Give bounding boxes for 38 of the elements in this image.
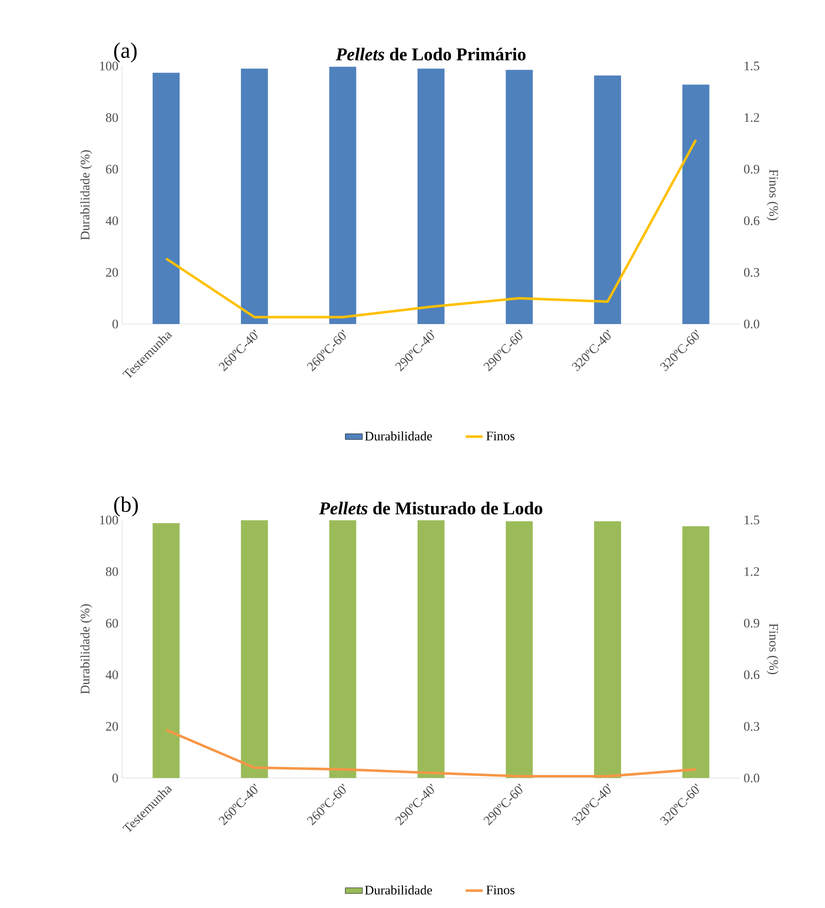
chart-title: Pellets de Lodo Primário (336, 48, 526, 60)
y2-tick-label: 1.5 (744, 62, 760, 70)
y-tick-label: 40 (106, 670, 118, 680)
y-tick-label: 80 (106, 113, 118, 122)
legend-label: Durabilidade (364, 431, 432, 441)
y2-tick-label: 0.6 (744, 216, 760, 226)
y-tick-label: 0 (112, 320, 118, 328)
y-tick-label: 100 (100, 516, 118, 524)
legend-label: Finos (486, 886, 514, 894)
y2-tick-label: 0.3 (744, 722, 760, 731)
y-tick-label: 80 (106, 567, 118, 576)
y-axis-title: Durabilidade (%) (80, 604, 92, 694)
y-tick-label: 20 (106, 268, 118, 277)
y-tick-label: 60 (106, 618, 118, 628)
legend-label: Finos (486, 432, 514, 440)
chart-title: Pellets de Misturado de Lodo (318, 502, 542, 514)
y2-tick-label: 1.2 (744, 567, 760, 576)
text: (b) (114, 496, 138, 516)
y2-axis-title: Finos (%) (766, 170, 778, 220)
y-tick-label: 0 (112, 774, 118, 782)
y2-axis-title: Finos (%) (766, 624, 778, 674)
line-series (164, 138, 698, 318)
y2-tick-label: 0.0 (744, 774, 760, 782)
legend-label: Durabilidade (364, 885, 432, 895)
y2-tick-label: 0.6 (744, 670, 760, 680)
y2-tick-label: 0.9 (744, 618, 760, 628)
line-series (164, 728, 698, 778)
y2-tick-label: 1.5 (744, 516, 760, 524)
y2-tick-label: 0.9 (744, 164, 760, 174)
y-tick-label: 20 (106, 722, 118, 731)
y-axis-title: Durabilidade (%) (80, 150, 92, 240)
y2-tick-label: 1.2 (744, 113, 760, 122)
y2-tick-label: 0.3 (744, 268, 760, 277)
y-tick-label: 100 (100, 62, 118, 70)
y-tick-label: 60 (106, 164, 118, 174)
y-tick-label: 40 (106, 216, 118, 226)
text: (a) (114, 42, 137, 62)
y2-tick-label: 0.0 (744, 320, 760, 328)
